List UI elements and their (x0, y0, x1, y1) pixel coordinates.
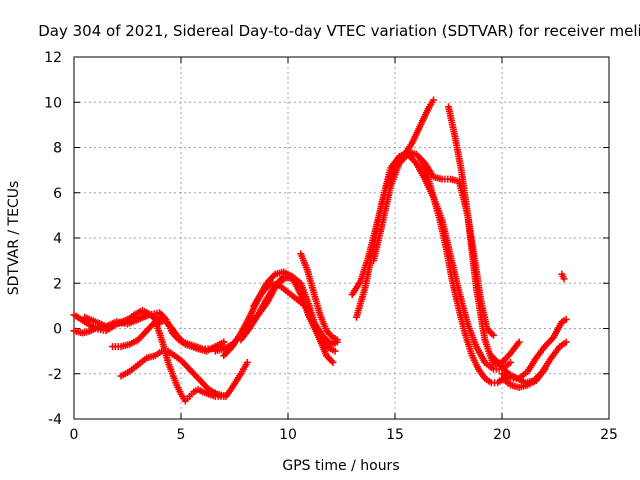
y-tick-label: 10 (44, 95, 62, 111)
y-tick-label: 8 (53, 141, 62, 157)
data-point (515, 338, 523, 346)
series-arc6 (151, 318, 228, 405)
series-arc20 (558, 270, 568, 283)
data-point (329, 358, 337, 366)
series-arc11 (297, 250, 341, 344)
data-point (220, 338, 228, 346)
x-tick-label: 20 (493, 427, 511, 443)
data-point (489, 331, 497, 339)
series-arc13 (352, 148, 523, 369)
x-tick-label: 0 (70, 427, 79, 443)
data-point (560, 275, 568, 283)
y-tick-label: -4 (48, 412, 62, 428)
data-point (333, 336, 341, 344)
series-arc5 (117, 347, 251, 400)
data-point (430, 96, 438, 104)
x-axis-label: GPS time / hours (282, 458, 399, 474)
y-tick-label: 12 (44, 50, 62, 66)
data-point (243, 358, 251, 366)
series-arc15 (417, 155, 508, 387)
data-point (541, 365, 549, 373)
grid (74, 57, 609, 419)
x-tick-label: 10 (279, 427, 297, 443)
x-tick-label: 15 (386, 427, 404, 443)
axis-ticks: 0 5 10 15 20 25 -4 -2 0 2 4 6 8 10 12 (44, 50, 618, 443)
series-arc14 (370, 150, 515, 373)
y-tick-label: 2 (53, 276, 62, 292)
series-arc18 (498, 315, 570, 382)
data-point (562, 315, 570, 323)
series-arc10 (250, 279, 341, 348)
data-point (562, 338, 570, 346)
y-axis-label: SDTVAR / TECUs (6, 181, 22, 296)
chart-title: Day 304 of 2021, Sidereal Day-to-day VTE… (38, 22, 640, 40)
series-arc19 (498, 365, 549, 391)
y-tick-label: 6 (53, 186, 62, 202)
y-tick-label: -2 (48, 367, 62, 383)
series-arc4 (109, 315, 228, 353)
y-tick-label: 4 (53, 231, 62, 247)
series-arc16 (445, 103, 497, 339)
x-tick-label: 25 (600, 427, 618, 443)
data-point (331, 347, 339, 355)
data-point (220, 392, 228, 400)
data-point (507, 358, 515, 366)
x-tick-label: 5 (177, 427, 186, 443)
series-arc12 (348, 96, 438, 299)
y-tick-label: 0 (53, 322, 62, 338)
data-points (70, 96, 570, 405)
